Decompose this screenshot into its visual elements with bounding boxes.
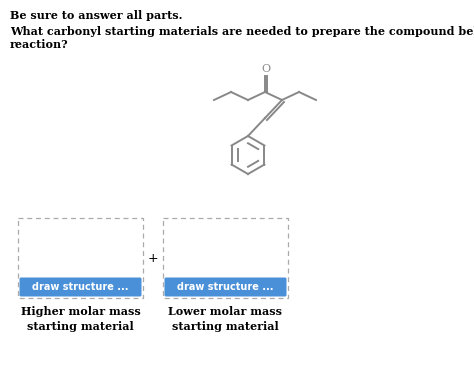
FancyBboxPatch shape [19, 278, 142, 297]
Text: +: + [148, 251, 158, 264]
Text: Be sure to answer all parts.: Be sure to answer all parts. [10, 10, 182, 21]
FancyBboxPatch shape [164, 278, 286, 297]
Text: Higher molar mass
starting material: Higher molar mass starting material [21, 306, 140, 332]
Text: draw structure ...: draw structure ... [32, 282, 129, 292]
Text: What carbonyl starting materials are needed to prepare the compound below using : What carbonyl starting materials are nee… [10, 26, 474, 50]
Text: draw structure ...: draw structure ... [177, 282, 274, 292]
Text: O: O [262, 64, 271, 74]
Text: Lower molar mass
starting material: Lower molar mass starting material [168, 306, 283, 332]
